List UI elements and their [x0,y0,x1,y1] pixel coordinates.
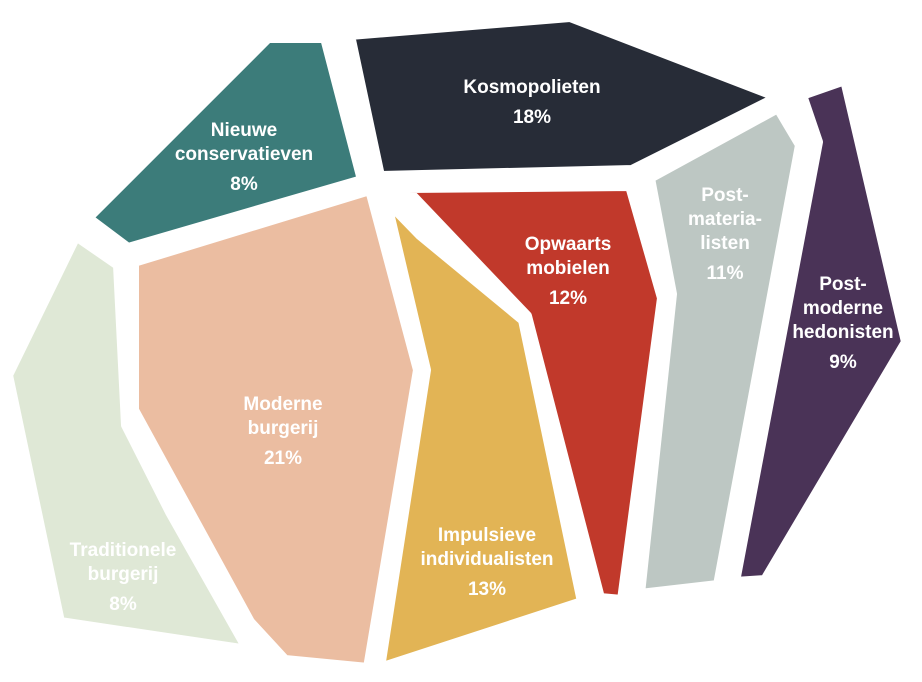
segment-label-traditionele-burgerij: Traditionele burgerij 8% [70,540,177,615]
segment-label-line: Opwaarts [525,234,612,255]
segment-label-nieuwe-conservatieven: Nieuwe conservatieven 8% [175,120,313,195]
segment-label-line: Post- [701,185,749,206]
segment-impulsieve-individualisten: Impulsieve individualisten 13% [375,195,587,673]
segment-share: 18% [513,107,551,128]
segment-share: 11% [707,263,744,284]
segment-share: 21% [264,448,302,469]
segment-traditionele-burgerij: Traditionele burgerij 8% [3,231,253,655]
segment-kosmopolieten: Kosmopolieten 18% [345,12,783,181]
segment-shape-kosmopolieten [345,12,783,181]
segment-share: 9% [829,352,857,373]
segment-shape-nieuwe-conservatieven [83,33,367,253]
segment-label-line: conservatieven [175,144,313,165]
segment-label-line: Post- [819,274,867,295]
segment-shape-opwaarts-mobielen [400,181,667,605]
segment-postmoderne-hedonisten: Post-moderne hedonisten 9% [730,75,911,587]
segment-share: 8% [109,594,137,615]
segment-label-line: Kosmopolieten [463,77,600,98]
segment-share: 13% [468,579,506,600]
segment-opwaarts-mobielen: Opwaarts mobielen 12% [400,181,667,605]
segment-label-line: Impulsieve [438,525,536,546]
segment-label-line: burgerij [248,418,319,439]
segment-postmaterialisten: Post-materia-listen 11% [635,103,805,599]
segment-nieuwe-conservatieven: Nieuwe conservatieven 8% [83,33,367,253]
segment-label-line: individualisten [420,549,553,570]
segment-moderne-burgerij: Moderne burgerij 21% [129,185,423,673]
segment-label-kosmopolieten: Kosmopolieten 18% [463,77,600,128]
segment-shape-moderne-burgerij [129,185,423,673]
segment-shape-postmoderne-hedonisten [730,75,911,587]
segment-label-line: Traditionele [70,540,177,561]
segment-label-line: moderne [803,298,883,319]
segment-shape-impulsieve-individualisten [375,195,587,673]
segment-share: 12% [549,288,587,309]
segment-label-line: materia- [688,209,762,230]
segment-label-postmaterialisten: Post-materia-listen 11% [688,185,762,284]
segment-label-postmoderne-hedonisten: Post-moderne hedonisten 9% [792,274,893,373]
segment-shape-postmaterialisten [635,103,805,599]
segment-label-opwaarts-mobielen: Opwaarts mobielen 12% [525,234,612,309]
segment-label-line: hedonisten [792,322,893,343]
segment-label-line: burgerij [88,564,159,585]
segment-label-line: Nieuwe [211,120,278,141]
segment-label-impulsieve-individualisten: Impulsieve individualisten 13% [420,525,553,600]
segment-label-line: listen [700,233,750,254]
segment-label-line: mobielen [526,258,609,279]
segment-label-line: Moderne [243,394,322,415]
segment-label-moderne-burgerij: Moderne burgerij 21% [243,394,322,469]
segment-share: 8% [230,174,258,195]
segment-shape-traditionele-burgerij [3,231,253,655]
